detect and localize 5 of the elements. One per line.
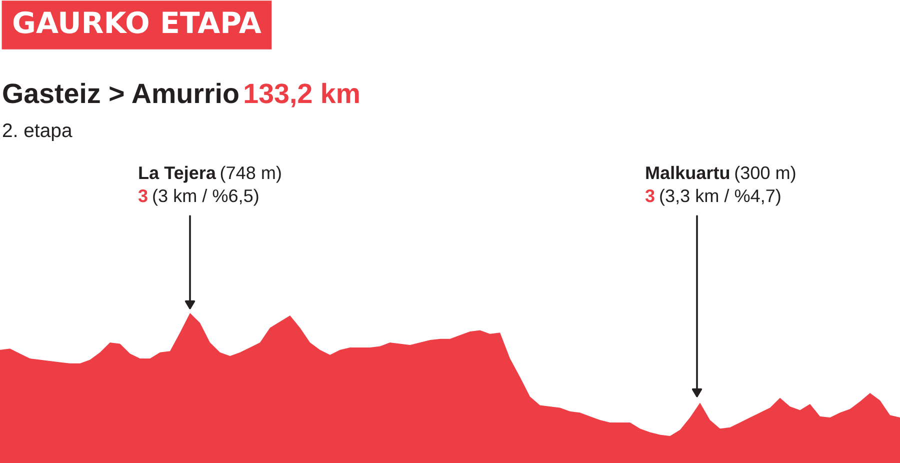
chart-subtitle: 2. etapa xyxy=(2,123,72,142)
chart-title: Gasteiz > Amurrio 133,2 km xyxy=(3,82,359,108)
text: GAURKO ETAPA xyxy=(13,11,262,34)
text: La Tejera (748 m) 3 (3 km / %6,5) xyxy=(138,166,281,206)
text: Malkuartu (300 m) 3 (3,3 km / %4,7) xyxy=(645,166,796,206)
